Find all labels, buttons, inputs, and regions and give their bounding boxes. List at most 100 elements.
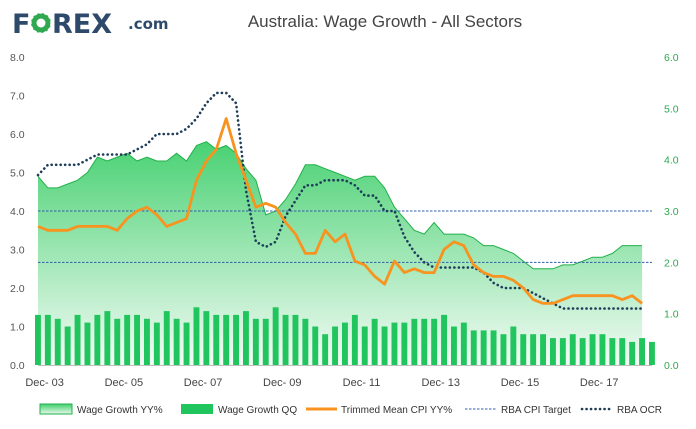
wage-growth-qq-bar xyxy=(540,334,546,365)
y-left-tick-label: 3.0 xyxy=(10,245,25,257)
x-tick-label: Dec- 15 xyxy=(501,377,540,389)
wage-growth-qq-bar xyxy=(203,311,210,365)
wage-growth-qq-bar xyxy=(252,318,259,365)
wage-growth-qq-bar xyxy=(173,318,180,365)
wage-growth-qq-bar xyxy=(342,322,348,365)
wage-growth-qq-bar xyxy=(579,338,586,365)
wage-growth-qq-bar xyxy=(84,322,91,365)
wage-growth-qq-bar xyxy=(262,318,269,365)
wage-growth-qq-bar xyxy=(104,311,111,365)
wage-growth-qq-bar xyxy=(510,326,517,365)
wage-growth-qq-bar xyxy=(559,338,566,365)
wage-growth-qq-bar xyxy=(401,322,408,365)
wage-growth-qq-bar xyxy=(64,326,71,365)
wage-growth-qq-bar xyxy=(371,318,378,365)
wage-growth-qq-bar xyxy=(282,314,289,365)
wage-growth-qq-bar xyxy=(322,334,329,365)
logo-suffix-text: .com xyxy=(128,15,169,33)
y-left-tick-label: 5.0 xyxy=(10,168,25,180)
wage-growth-qq-bar xyxy=(421,318,428,365)
x-tick-label: Dec- 13 xyxy=(421,377,460,389)
wage-growth-qq-bar xyxy=(441,314,447,365)
wage-growth-qq-bar xyxy=(243,311,249,365)
logo-globe-icon xyxy=(30,12,52,34)
wage-growth-qq-bar xyxy=(530,334,537,365)
wage-growth-qq-bar xyxy=(391,322,398,365)
legend-label-rba-cpi-target: RBA CPI Target xyxy=(501,405,571,416)
wage-growth-qq-bar xyxy=(302,318,309,365)
wage-growth-qq-bar xyxy=(451,326,457,365)
wage-growth-qq-bar xyxy=(569,334,576,365)
wage-growth-qq-bar xyxy=(480,330,487,365)
plot-area xyxy=(35,91,655,366)
wage-growth-qq-bar xyxy=(153,322,160,365)
y-left-tick-label: 4.0 xyxy=(10,206,25,218)
x-tick-label: Dec- 17 xyxy=(580,377,619,389)
legend-swatch-wage-growth-yy xyxy=(39,403,73,415)
legend-label-rba-ocr: RBA OCR xyxy=(617,405,662,416)
trimmed-mean-cpi-line xyxy=(37,117,643,305)
legend-label-trimmed-mean: Trimmed Mean CPI YY% xyxy=(341,405,452,416)
logo-f-text: F xyxy=(12,9,30,40)
wage-growth-qq-bar xyxy=(134,314,140,365)
wage-growth-qq-bar xyxy=(619,338,626,365)
x-tick-label: Dec- 11 xyxy=(343,377,381,389)
wage-growth-qq-bar xyxy=(213,314,220,365)
y-left-tick-label: 1.0 xyxy=(10,322,25,334)
y-right-tick-label: 3.0 xyxy=(664,206,679,218)
wage-growth-qq-bar xyxy=(183,322,190,365)
wage-growth-qq-bar xyxy=(411,318,418,365)
y-right-tick-label: 2.0 xyxy=(664,257,679,269)
y-left-tick-label: 8.0 xyxy=(10,52,25,64)
wage-growth-qq-bar xyxy=(94,314,101,365)
wage-growth-qq-bar xyxy=(163,311,170,365)
legend-label-wage-growth-qq: Wage Growth QQ xyxy=(218,405,297,416)
legend: Wage Growth YY% Wage Growth QQ Trimmed Mea… xyxy=(39,403,662,416)
wage-growth-qq-bar xyxy=(233,314,239,365)
wage-growth-qq-bar xyxy=(114,318,121,365)
wage-growth-qq-bar xyxy=(550,338,556,365)
y-right-tick-label: 1.0 xyxy=(664,309,679,321)
y-left-tick-label: 7.0 xyxy=(10,91,25,103)
y-left-tick-label: 6.0 xyxy=(10,129,25,141)
wage-growth-yy-area xyxy=(38,141,643,365)
wage-growth-qq-bar xyxy=(124,314,131,365)
wage-growth-qq-bar xyxy=(431,318,438,365)
wage-growth-qq-bar xyxy=(361,326,368,365)
wage-growth-yy-line xyxy=(37,141,643,270)
wage-growth-qq-bar xyxy=(312,326,319,365)
wage-growth-qq-bar xyxy=(351,314,358,365)
wage-growth-qq-bar xyxy=(460,322,467,365)
wage-growth-qq-bar xyxy=(292,314,299,365)
wage-growth-qq-bar xyxy=(223,314,230,365)
wage-growth-qq-bar xyxy=(639,338,645,365)
y-right-tick-label: 4.0 xyxy=(664,155,679,167)
wage-growth-qq-bars xyxy=(35,307,655,366)
brand-logo: F REX .com xyxy=(12,9,169,40)
wage-growth-qq-bar xyxy=(54,318,61,365)
wage-growth-qq-bar xyxy=(470,330,477,365)
legend-swatch-wage-growth-qq xyxy=(181,404,213,414)
rba-ocr-line xyxy=(36,91,644,310)
y-right-tick-label: 0.0 xyxy=(664,360,679,372)
axes: 0.0 1.0 2.0 3.0 4.0 5.0 6.0 7.0 8.0 0.0 1.0 2.0 3.0 4… xyxy=(10,52,679,389)
wage-growth-qq-bar xyxy=(144,318,150,365)
wage-growth-qq-bar xyxy=(381,326,388,365)
x-tick-label: Dec- 07 xyxy=(184,377,223,389)
x-tick-label: Dec- 09 xyxy=(263,377,302,389)
wage-growth-qq-bar xyxy=(500,334,507,365)
x-tick-label: Dec- 03 xyxy=(25,377,64,389)
wage-growth-qq-bar xyxy=(44,314,51,365)
wage-growth-qq-bar xyxy=(35,314,41,365)
wage-growth-qq-bar xyxy=(589,334,596,365)
wage-growth-qq-bar xyxy=(629,341,636,365)
wage-growth-qq-bar xyxy=(520,334,527,365)
y-right-tick-label: 6.0 xyxy=(664,52,679,64)
legend-label-wage-growth-yy: Wage Growth YY% xyxy=(77,405,163,416)
wage-growth-qq-bar xyxy=(490,330,497,365)
wage-growth-qq-bar xyxy=(193,307,200,366)
y-left-tick-label: 2.0 xyxy=(10,283,25,295)
wage-growth-qq-bar xyxy=(649,341,655,365)
